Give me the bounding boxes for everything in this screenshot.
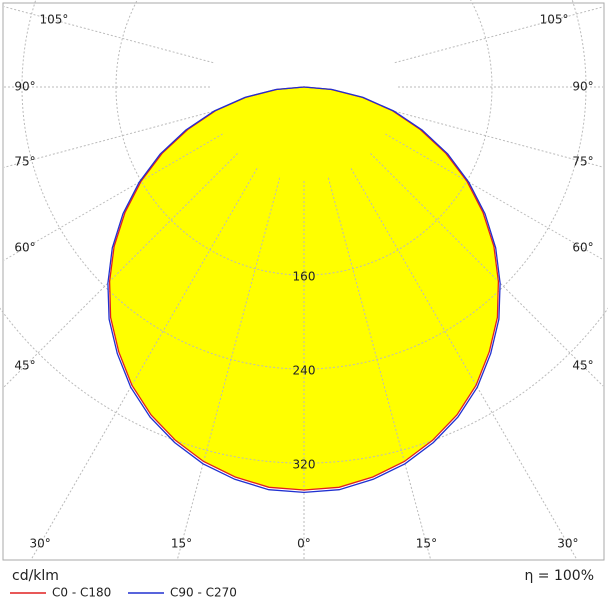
grid-radial (31, 168, 258, 560)
intensity-curve (303, 86, 501, 494)
grid-radial (327, 177, 431, 560)
grid-radial (3, 153, 238, 388)
angle-tick-label: 45° (14, 359, 35, 373)
angle-tick-label: 30° (30, 537, 51, 551)
angle-tick-label: 75° (14, 154, 35, 168)
grid-ring (115, 0, 493, 276)
legend-label: C90 - C270 (170, 586, 237, 600)
grid-radial (370, 153, 604, 387)
intensity-area (109, 87, 304, 490)
intensity-area (304, 87, 499, 490)
grid-radial (177, 177, 281, 560)
legend-label: C0 - C180 (52, 586, 111, 600)
efficiency-label: η = 100% (524, 568, 594, 584)
r-tick-label: 320 (293, 458, 316, 472)
grid-radial (350, 168, 577, 560)
angle-tick-label: 105° (39, 13, 68, 27)
r-tick-label: 160 (293, 270, 316, 284)
unit-label: cd/klm (12, 568, 59, 584)
angle-tick-label: 90° (14, 80, 35, 94)
grid-radial (385, 133, 604, 261)
angle-tick-label: 60° (14, 241, 35, 255)
angle-tick-label: 30° (557, 537, 578, 551)
grid-radial (394, 6, 604, 64)
angle-tick-label: 105° (540, 13, 569, 27)
r-tick-label: 240 (293, 364, 316, 378)
grid-radial (3, 110, 214, 168)
angle-tick-label: 60° (572, 241, 593, 255)
angle-tick-label: 45° (572, 359, 593, 373)
angle-tick-label: 0° (297, 537, 311, 551)
angle-tick-label: 15° (416, 537, 437, 551)
intensity-curve (107, 86, 305, 494)
grid-ring (0, 307, 608, 464)
plot-frame (2, 2, 605, 561)
grid-radial (3, 6, 214, 64)
angle-tick-label: 90° (572, 80, 593, 94)
angle-tick-label: 75° (572, 154, 593, 168)
angle-tick-label: 15° (171, 537, 192, 551)
